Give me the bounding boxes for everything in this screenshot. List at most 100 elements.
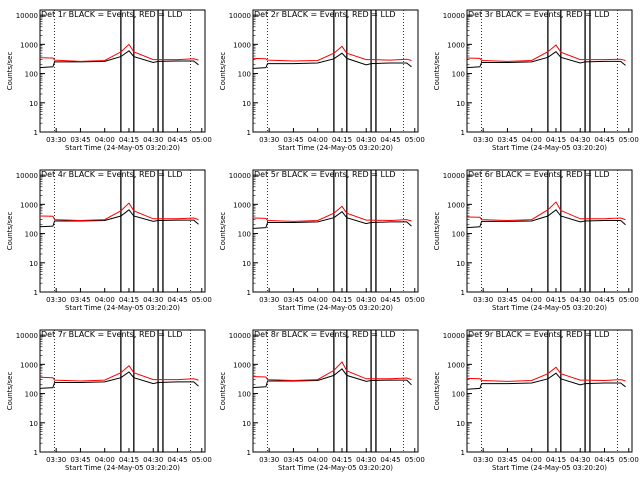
y-tick-label: 10 (29, 420, 38, 428)
y-axis-label: Counts/sec (6, 372, 14, 411)
y-tick-label: 10000 (443, 172, 465, 180)
lld-series-line (466, 366, 626, 382)
x-tick-label: 04:00 (308, 456, 328, 464)
plot-frame (39, 9, 206, 133)
panel-title: Det 3r BLACK = Events, RED = LLD (468, 10, 610, 19)
events-series-line (466, 51, 626, 69)
detector-panel: Det 8r BLACK = Events, RED = LLD 1 10 100 10… (219, 329, 425, 472)
y-tick-label: 10 (242, 260, 251, 268)
y-axis-label: Counts/sec (433, 52, 441, 91)
y-tick-label: 100 (25, 71, 38, 79)
x-tick-label: 04:45 (167, 296, 187, 304)
panel-title: Det 1r BLACK = Events, RED = LLD (41, 10, 183, 19)
panel-title: Det 5r BLACK = Events, RED = LLD (254, 170, 396, 179)
x-tick-label: 03:45 (283, 456, 303, 464)
y-tick-label: 1000 (447, 361, 465, 369)
x-tick-label: 05:00 (192, 296, 212, 304)
events-series-line (252, 211, 412, 229)
y-tick-label: 10000 (443, 332, 465, 340)
x-tick-label: 04:15 (332, 456, 352, 464)
events-series-line (466, 372, 626, 390)
x-tick-label: 04:15 (332, 136, 352, 144)
x-tick-label: 03:45 (70, 456, 90, 464)
x-tick-label: 03:45 (497, 456, 517, 464)
x-tick-label: 05:00 (405, 456, 425, 464)
x-tick-label: 03:30 (46, 456, 66, 464)
y-tick-label: 10 (29, 100, 38, 108)
x-tick-label: 03:30 (259, 456, 279, 464)
y-tick-label: 1000 (233, 201, 251, 209)
y-tick-label: 1000 (447, 41, 465, 49)
y-axis-label: Counts/sec (219, 52, 227, 91)
x-axis-label: Start Time (24-May-05 03:20:20) (278, 464, 393, 472)
x-tick-label: 03:45 (70, 136, 90, 144)
y-tick-label: 100 (452, 231, 465, 239)
y-tick-label: 1000 (20, 201, 38, 209)
x-tick-label: 03:30 (46, 136, 66, 144)
panel-title: Det 8r BLACK = Events, RED = LLD (254, 330, 396, 339)
y-axis-label: Counts/sec (6, 52, 14, 91)
y-tick-label: 10 (242, 420, 251, 428)
x-tick-label: 05:00 (405, 136, 425, 144)
y-tick-label: 1 (461, 289, 465, 297)
detector-panel: Det 4r BLACK = Events, RED = LLD 1 10 100 10… (6, 169, 212, 312)
x-axis-label: Start Time (24-May-05 03:20:20) (492, 144, 607, 152)
x-tick-label: 04:00 (95, 456, 115, 464)
x-tick-label: 04:00 (522, 136, 542, 144)
y-tick-label: 1 (461, 449, 465, 457)
detector-panel: Det 1r BLACK = Events, RED = LLD 1 10 100 10… (6, 9, 212, 152)
x-tick-label: 03:45 (283, 296, 303, 304)
events-series-line (39, 371, 199, 389)
x-tick-label: 04:30 (356, 456, 376, 464)
detector-panel: Det 6r BLACK = Events, RED = LLD 1 10 100 10… (433, 169, 639, 312)
x-tick-label: 04:00 (522, 456, 542, 464)
x-tick-label: 04:00 (95, 136, 115, 144)
panel-title: Det 7r BLACK = Events, RED = LLD (41, 330, 183, 339)
x-tick-label: 05:00 (192, 136, 212, 144)
y-tick-label: 10 (456, 260, 465, 268)
events-series-line (39, 209, 199, 228)
y-tick-label: 100 (452, 71, 465, 79)
x-tick-label: 04:30 (570, 296, 590, 304)
x-tick-label: 04:15 (546, 456, 566, 464)
y-tick-label: 100 (238, 391, 251, 399)
x-tick-label: 04:30 (570, 136, 590, 144)
y-tick-label: 10 (242, 100, 251, 108)
y-tick-label: 10000 (443, 12, 465, 20)
x-tick-label: 04:00 (308, 296, 328, 304)
x-tick-label: 04:45 (594, 136, 614, 144)
lld-series-line (252, 361, 412, 382)
x-tick-label: 05:00 (619, 296, 639, 304)
x-tick-label: 04:30 (143, 296, 163, 304)
events-series-line (252, 52, 412, 69)
x-tick-label: 03:30 (473, 296, 493, 304)
x-tick-label: 03:45 (497, 136, 517, 144)
x-tick-label: 04:30 (356, 296, 376, 304)
detector-panel: Det 5r BLACK = Events, RED = LLD 1 10 100 10… (219, 169, 425, 312)
y-tick-label: 1000 (20, 41, 38, 49)
y-tick-label: 100 (25, 231, 38, 239)
x-tick-label: 03:30 (473, 456, 493, 464)
x-tick-label: 04:45 (594, 296, 614, 304)
y-tick-label: 10000 (16, 332, 38, 340)
x-tick-label: 03:30 (473, 136, 493, 144)
x-axis-label: Start Time (24-May-05 03:20:20) (492, 304, 607, 312)
lld-series-line (466, 201, 626, 222)
y-tick-label: 1 (247, 129, 251, 137)
y-axis-label: Counts/sec (219, 212, 227, 251)
y-tick-label: 100 (452, 391, 465, 399)
plot-frame (466, 329, 633, 453)
y-tick-label: 1 (34, 289, 38, 297)
events-series-line (252, 368, 412, 389)
x-axis-label: Start Time (24-May-05 03:20:20) (278, 144, 393, 152)
y-tick-label: 10000 (229, 332, 251, 340)
plot-frame (466, 169, 633, 293)
plot-frame (252, 9, 419, 133)
x-tick-label: 04:15 (546, 296, 566, 304)
detector-panel: Det 2r BLACK = Events, RED = LLD 1 10 100 10… (219, 9, 425, 152)
x-tick-label: 04:45 (167, 456, 187, 464)
x-tick-label: 04:15 (546, 136, 566, 144)
x-tick-label: 04:30 (143, 136, 163, 144)
x-tick-label: 04:45 (380, 136, 400, 144)
